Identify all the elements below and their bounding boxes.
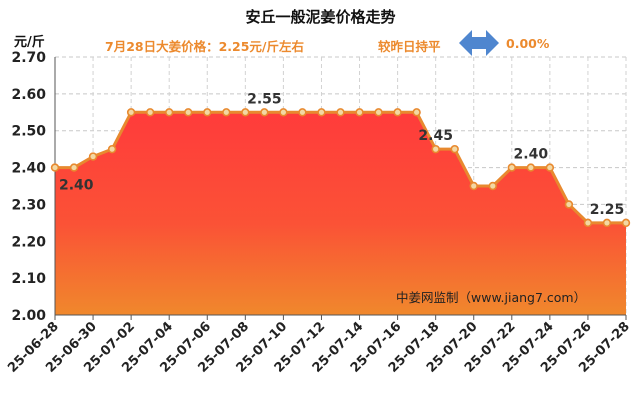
change-percent: 0.00% [506,36,550,51]
y-tick-label: 2.10 [11,271,46,287]
data-point [107,144,117,154]
y-tick-label: 2.50 [11,124,46,140]
chart-title: 安丘一般泥姜价格走势 [245,8,396,26]
change-status: 较昨日持平 [378,39,441,54]
y-tick-label: 2.60 [11,87,46,103]
price-area [55,112,626,316]
data-point [50,163,60,172]
data-point [184,108,193,117]
y-tick-label: 2.00 [11,308,46,324]
data-point [279,108,288,117]
data-point [507,163,516,172]
data-point [374,108,383,117]
watermark: 中姜网监制（www.jiang7.com） [396,290,586,305]
data-label: 2.45 [418,128,453,144]
data-point [260,108,269,117]
data-point [602,218,612,228]
data-point [450,144,459,154]
y-tick-label: 2.40 [11,161,46,177]
data-label: 2.25 [590,202,625,218]
data-point [526,163,536,172]
data-point [545,163,555,172]
y-unit-label: 元/斤 [14,35,45,50]
data-point [298,108,307,117]
left-right-arrow-icon [459,30,499,60]
data-point [583,218,593,228]
data-point [222,108,231,117]
data-point [469,181,478,191]
data-point [336,108,345,117]
data-label: 2.40 [59,178,94,194]
data-point [126,108,136,117]
data-point [241,108,250,117]
data-point [165,108,174,117]
data-point [564,200,574,209]
data-label: 2.40 [514,147,549,163]
price-summary: 7月28日大姜价格：2.25元/斤左右 [105,39,304,54]
data-point [393,108,402,117]
y-tick-label: 2.70 [11,50,46,66]
data-point [203,108,212,117]
data-point [412,108,421,117]
data-point [621,218,631,228]
data-point [317,108,326,117]
y-tick-label: 2.20 [11,234,46,250]
data-point [88,152,98,161]
data-point [145,108,155,117]
y-tick-label: 2.30 [11,197,46,213]
data-label: 2.55 [247,91,282,107]
data-point [431,144,440,154]
data-point [355,108,364,117]
data-point [69,163,79,172]
data-point [488,181,497,191]
